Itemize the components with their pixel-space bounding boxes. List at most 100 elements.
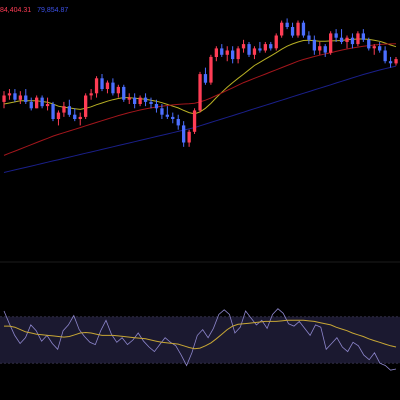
candle-body <box>247 44 251 55</box>
candle-body <box>160 108 164 115</box>
candle <box>171 112 175 124</box>
candle <box>323 44 327 57</box>
candle-body <box>209 56 213 83</box>
candle-body <box>350 37 355 45</box>
candle <box>203 67 208 85</box>
candle-body <box>35 97 39 109</box>
candle <box>182 121 186 147</box>
candle <box>290 22 295 38</box>
candle <box>345 35 349 49</box>
candle <box>252 46 257 60</box>
candle <box>356 31 360 47</box>
candle-body <box>280 22 284 36</box>
candle <box>296 20 300 38</box>
candle <box>220 44 224 57</box>
candle <box>89 89 93 100</box>
candle-body <box>290 27 295 36</box>
candle <box>198 71 202 113</box>
candle <box>127 93 131 105</box>
candle <box>62 101 66 117</box>
candle-body <box>236 48 240 60</box>
candle-body <box>13 93 17 100</box>
candle-body <box>296 22 300 36</box>
candle-body <box>339 37 344 42</box>
ma-legend: 84,404.31 79,854.87 <box>0 7 72 14</box>
candle-body <box>100 78 104 89</box>
candle-body <box>285 22 289 27</box>
candle <box>329 31 333 55</box>
candle-body <box>301 22 306 36</box>
candle-body <box>7 93 12 96</box>
candle <box>176 114 180 130</box>
candle-body <box>94 78 99 94</box>
rsi-signal-line <box>4 319 397 350</box>
candle <box>274 33 278 51</box>
candle <box>45 97 50 111</box>
candle <box>187 129 191 147</box>
candle-body <box>361 33 365 40</box>
rsi-pane[interactable] <box>0 308 400 371</box>
candle-body <box>312 39 316 51</box>
candle-body <box>192 110 197 132</box>
candle-body <box>220 48 224 55</box>
candle-body <box>171 116 175 119</box>
candle <box>334 29 338 42</box>
price-pane[interactable] <box>2 18 398 173</box>
rsi-band <box>0 316 400 364</box>
candle-body <box>214 48 218 57</box>
candle <box>29 97 33 111</box>
candle <box>111 78 115 96</box>
candle <box>339 29 344 45</box>
candle <box>94 76 99 98</box>
candle <box>285 18 289 30</box>
candle-body <box>105 82 110 89</box>
rsi-line <box>3 308 397 371</box>
candle-body <box>203 74 208 83</box>
candle <box>241 39 246 53</box>
candle <box>388 56 393 68</box>
candle-body <box>67 106 71 115</box>
candle-body <box>383 50 387 62</box>
candle <box>301 20 306 38</box>
candle-body <box>394 59 398 64</box>
candle <box>160 104 164 119</box>
candle <box>51 101 55 122</box>
candle <box>247 41 251 57</box>
candle-body <box>329 33 333 53</box>
candle <box>209 54 213 85</box>
candle <box>78 112 82 126</box>
candle-body <box>133 97 137 104</box>
candle <box>280 20 284 38</box>
candle <box>122 84 126 102</box>
candle-body <box>263 44 267 51</box>
ma-value-2: 79,854.87 <box>37 7 69 14</box>
candle-body <box>231 50 235 60</box>
candle-body <box>40 97 44 107</box>
candle <box>24 89 28 105</box>
candle-body <box>323 46 327 53</box>
candle <box>307 31 311 45</box>
candle-body <box>116 86 120 94</box>
candle-body <box>138 97 142 104</box>
candle-body <box>154 104 159 109</box>
candle <box>165 106 169 119</box>
candle-body <box>176 119 180 126</box>
moving-average-line-3 <box>3 65 397 173</box>
candle-body <box>29 101 33 109</box>
candle <box>133 93 137 109</box>
candle-body <box>252 48 257 55</box>
candle <box>13 89 17 102</box>
candle-body <box>388 61 393 64</box>
candle <box>154 99 159 113</box>
candle <box>40 95 44 109</box>
candle <box>7 89 12 100</box>
candle <box>361 29 365 42</box>
candle-body <box>378 46 382 51</box>
candle-body <box>198 74 202 111</box>
candle-body <box>258 48 262 51</box>
candle <box>312 35 316 55</box>
candle-body <box>165 114 169 117</box>
candle <box>214 46 218 62</box>
candle <box>350 33 355 49</box>
